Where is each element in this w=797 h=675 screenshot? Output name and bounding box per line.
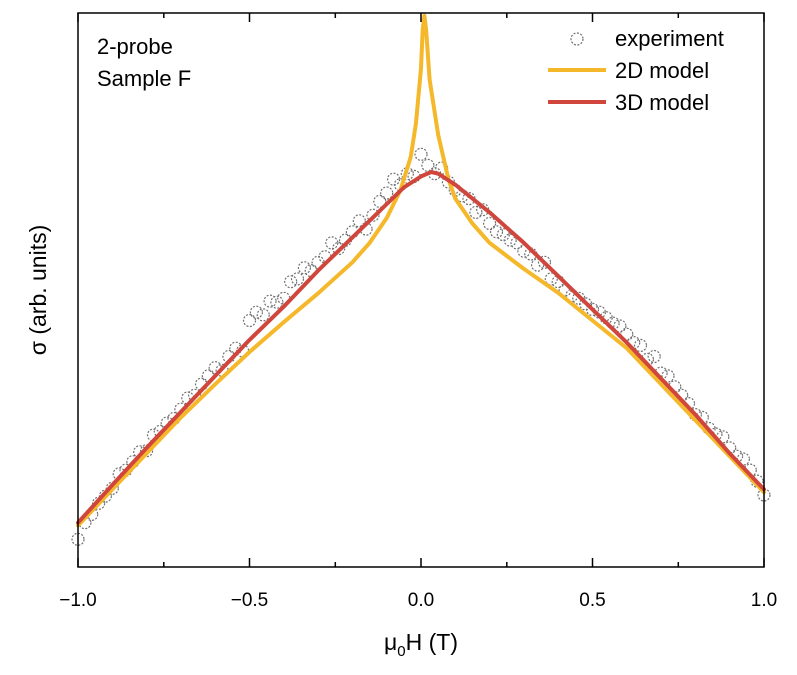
experiment-point (572, 291, 586, 305)
legend-label-3d-model: 3D model (615, 90, 709, 115)
x-axis-title-rest: H (T) (406, 629, 458, 655)
experiment-point (530, 258, 545, 272)
x-tick-label: 0.0 (408, 590, 434, 611)
series-line-2d-model (76, 13, 766, 528)
experiment-point (91, 496, 106, 510)
experiment-point (400, 167, 414, 181)
experiment-point (332, 241, 346, 256)
x-axis-ticks: −1.0 −0.5 0.0 0.5 1.0 (59, 13, 777, 611)
experiment-point (373, 194, 387, 208)
experiment-point (249, 305, 263, 319)
experiment-point (585, 302, 600, 316)
experiment-point (380, 186, 394, 200)
experiment-point (757, 488, 771, 502)
x-tick-label: −0.5 (231, 590, 269, 611)
experiment-point (263, 294, 277, 308)
x-axis-title: μ0H (T) (384, 629, 458, 660)
series-line-3d-model (76, 170, 766, 525)
annotation-line-2: Sample F (97, 66, 191, 91)
experiment-point (242, 313, 257, 328)
legend-label-2d-model: 2D model (615, 58, 709, 83)
experiment-point (544, 272, 558, 286)
legend-marker-experiment (570, 32, 584, 46)
experiment-point (270, 295, 284, 309)
experiment-point (647, 349, 661, 364)
experiment-point (105, 481, 119, 495)
y-axis-title: σ (arb. units) (25, 225, 51, 356)
experiment-point (578, 297, 593, 311)
experiment-point (284, 275, 298, 289)
experiment-point (366, 208, 380, 222)
experiment-point (421, 158, 435, 172)
experiment-point (352, 214, 366, 228)
experiment-point (325, 236, 339, 250)
experiment-point (489, 225, 504, 239)
experiment-point (297, 261, 311, 275)
x-axis-title-subscript: 0 (397, 643, 405, 660)
experiment-point (496, 228, 510, 242)
experiment-point (633, 338, 648, 352)
experiment-point (661, 369, 675, 383)
experiment-point (290, 272, 305, 286)
experiment-point (483, 216, 497, 231)
experiment-point (188, 388, 202, 402)
experiment-point (98, 489, 113, 503)
legend: experiment 2D model 3D model (548, 26, 724, 115)
experiment-point (387, 172, 401, 186)
experiment-point (71, 532, 85, 546)
annotation-line-1: 2-probe (97, 34, 173, 59)
experiment-point (537, 255, 552, 269)
experiment-point (140, 444, 154, 458)
experiment-point (503, 233, 517, 247)
experiment-point (469, 205, 483, 219)
x-tick-label: −1.0 (59, 590, 97, 611)
x-tick-label: 1.0 (751, 590, 777, 611)
x-axis-title-mu: μ (384, 629, 397, 655)
model-curves (76, 13, 766, 528)
experiment-point (256, 308, 270, 322)
experiment-point (613, 319, 627, 333)
legend-label-experiment: experiment (615, 26, 724, 51)
experiment-point (414, 147, 428, 161)
x-tick-label: 0.5 (579, 590, 605, 611)
